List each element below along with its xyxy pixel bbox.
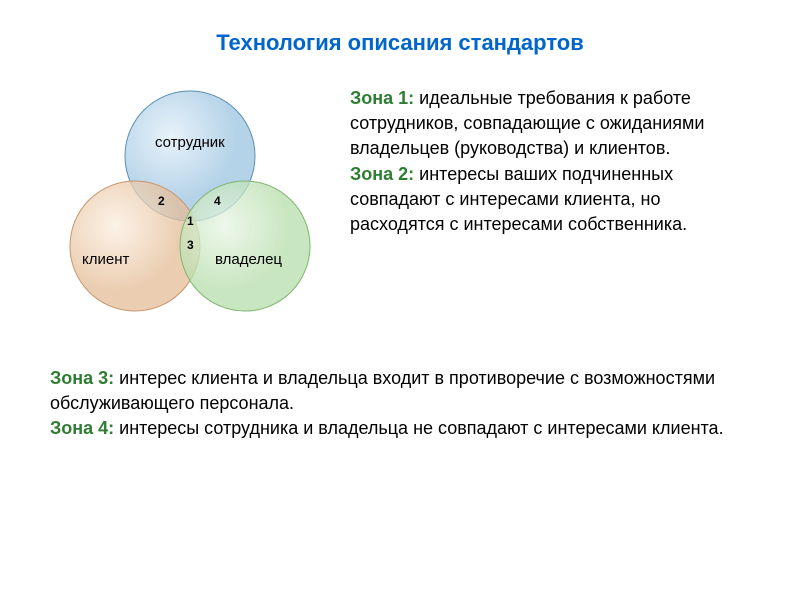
zone4-desc: Зона 4: интересы сотрудника и владельца …	[50, 416, 750, 441]
zone2-label: Зона 2:	[350, 164, 414, 184]
zone3-desc: Зона 3: интерес клиента и владельца вход…	[50, 366, 750, 416]
zone-1: 1	[187, 214, 194, 228]
zones-1-2-text: Зона 1: идеальные требования к работе со…	[350, 86, 750, 336]
zone3-label: Зона 3:	[50, 368, 114, 388]
zone2-desc: Зона 2: интересы ваших подчиненных совпа…	[350, 162, 750, 238]
zone3-text: интерес клиента и владельца входит в про…	[50, 368, 715, 413]
label-client: клиент	[82, 251, 129, 268]
label-employee: сотрудник	[155, 134, 225, 151]
zone-3: 3	[187, 238, 194, 252]
zones-3-4-text: Зона 3: интерес клиента и владельца вход…	[50, 366, 750, 442]
label-owner: владелец	[215, 251, 282, 268]
zone4-text: интересы сотрудника и владельца не совпа…	[114, 418, 723, 438]
zone-2: 2	[158, 194, 165, 208]
zone4-label: Зона 4:	[50, 418, 114, 438]
zone1-desc: Зона 1: идеальные требования к работе со…	[350, 86, 750, 162]
venn-diagram: сотрудник клиент владелец 1 2 3 4	[50, 86, 330, 336]
zone-4: 4	[214, 194, 221, 208]
title-text: Технология описания стандартов	[216, 30, 584, 55]
content-row: сотрудник клиент владелец 1 2 3 4 Зона 1…	[50, 86, 750, 336]
zone1-label: Зона 1:	[350, 88, 414, 108]
venn-svg	[50, 86, 330, 336]
circle-owner	[180, 181, 310, 311]
page-title: Технология описания стандартов	[50, 30, 750, 56]
